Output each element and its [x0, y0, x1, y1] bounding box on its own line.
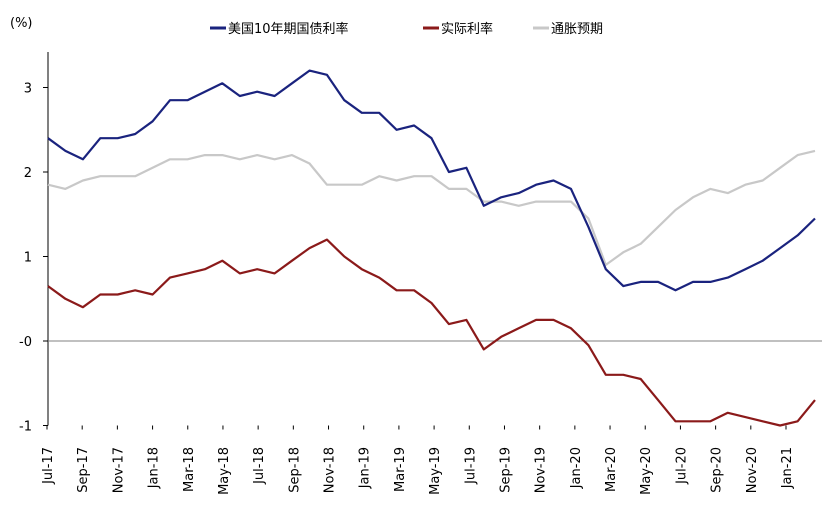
x-tick-label: Jul-17	[41, 447, 56, 485]
x-tick-label: Nov-18	[323, 447, 338, 493]
x-tick-label: Sep-17	[76, 447, 91, 493]
x-tick-label: Jul-20	[674, 447, 689, 485]
x-tick-label: May-18	[217, 447, 232, 495]
y-unit-text: (%)	[10, 16, 33, 31]
series-line-0	[47, 69, 816, 292]
x-tick-label: Sep-18	[287, 447, 302, 493]
y-tick-label: 2	[24, 166, 32, 181]
x-tick-label: Nov-20	[745, 447, 760, 493]
legend: 美国10年期国债利率 实际利率 通胀预期	[210, 21, 603, 37]
legend-label: 通胀预期	[551, 22, 603, 37]
series-line-1	[47, 238, 816, 427]
legend-label: 实际利率	[441, 21, 493, 37]
series-line-2	[47, 149, 816, 266]
x-tick-label: May-20	[639, 447, 654, 495]
x-tick-label: Jan-18	[147, 447, 162, 489]
axes: 3 2 1 -0 -1 Jul-17 Sep-17 Nov-17 Jan-18 Mar-18 May…	[19, 52, 822, 495]
y-tick-label: 3	[24, 82, 32, 97]
x-tick-label: Nov-19	[534, 447, 549, 493]
x-tick-label: Sep-20	[710, 447, 725, 493]
y-tick-label: -0	[19, 335, 32, 350]
y-tick-label: -1	[19, 420, 32, 435]
series-layer	[47, 69, 816, 427]
y-tick-label: 1	[24, 251, 32, 266]
x-tick-label: Sep-19	[498, 447, 513, 493]
x-tick-label: Jul-18	[252, 447, 267, 485]
x-tick-label: Jan-20	[569, 447, 584, 489]
x-tick-label: Mar-18	[182, 447, 197, 492]
x-tick-label: Jul-19	[463, 447, 478, 485]
y-unit-label: (%)	[10, 16, 33, 31]
x-tick-label: Mar-20	[604, 447, 619, 492]
x-tick-label: Jan-19	[358, 447, 373, 489]
x-tick-label: Nov-17	[111, 447, 126, 493]
x-tick-label: Jan-21	[780, 447, 795, 489]
x-tick-label: Mar-19	[393, 447, 408, 492]
x-tick-label: May-19	[428, 447, 443, 495]
legend-label: 美国10年期国债利率	[228, 21, 349, 37]
